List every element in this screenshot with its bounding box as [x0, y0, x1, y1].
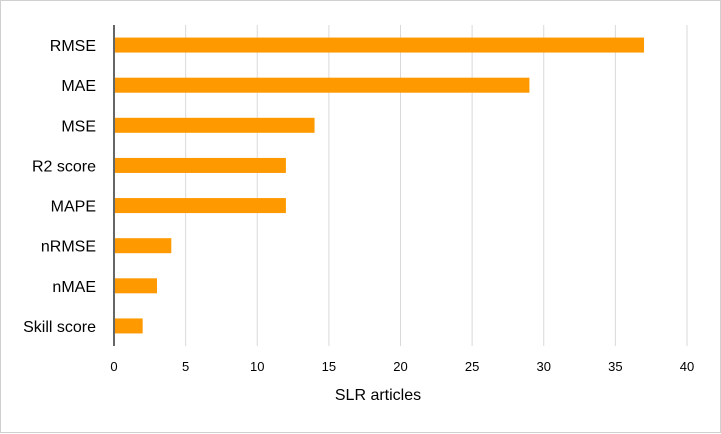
category-label-rmse: RMSE	[50, 38, 96, 55]
x-tick-label-10: 10	[250, 359, 264, 374]
bar-mape	[115, 198, 286, 214]
category-label-nrmse: nRMSE	[41, 239, 96, 256]
bar-mae	[115, 77, 530, 93]
x-tick-label-30: 30	[537, 359, 551, 374]
category-label-skill-score: Skill score	[23, 319, 96, 336]
x-tick-label-35: 35	[608, 359, 622, 374]
x-tick-label-15: 15	[322, 359, 336, 374]
x-tick-label-20: 20	[393, 359, 407, 374]
category-label-mae: MAE	[61, 78, 96, 95]
category-label-nmae: nMAE	[52, 279, 96, 296]
bar-r2-score	[115, 157, 286, 173]
x-tick-label-25: 25	[465, 359, 479, 374]
bars	[115, 37, 645, 334]
bar-skill-score	[115, 318, 143, 334]
labels: 0 5 10 15 20 25 30 35 40 RMSE MAE MSE R2 score MAPE nR…	[23, 38, 694, 374]
bar-nrmse	[115, 238, 172, 254]
category-label-r2-score: R2 score	[32, 158, 96, 175]
gridlines	[185, 25, 688, 346]
x-axis-title: SLR articles	[335, 387, 421, 404]
bar-rmse	[115, 37, 645, 53]
bar-mse	[115, 117, 315, 133]
x-tick-label-0: 0	[110, 359, 117, 374]
x-tick-label-5: 5	[182, 359, 189, 374]
x-tick-label-40: 40	[680, 359, 694, 374]
category-label-mape: MAPE	[51, 199, 96, 216]
category-label-mse: MSE	[61, 118, 96, 135]
bar-nmae	[115, 278, 157, 294]
